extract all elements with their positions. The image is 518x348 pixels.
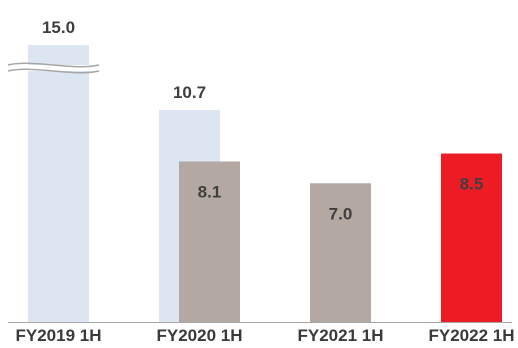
axis-break-gap: [28, 65, 89, 71]
category-label-0: FY2019 1H: [16, 326, 102, 345]
category-label-3: FY2022 1H: [429, 326, 515, 345]
bar-fy2022-1h-current: [441, 153, 502, 322]
bar-fy2019-1h-prior: [28, 45, 89, 322]
data-label-current-2: 7.0: [329, 204, 353, 223]
data-label-prior-0: 15.0: [42, 18, 75, 37]
bar-fy2021-1h-current: [310, 183, 371, 322]
axis-break-line-upper: [7, 62, 100, 68]
category-label-1: FY2020 1H: [157, 326, 243, 345]
data-label-prior-1: 10.7: [173, 83, 206, 102]
data-label-current-3: 8.5: [460, 175, 484, 194]
category-label-2: FY2021 1H: [298, 326, 384, 345]
data-label-current-1: 8.1: [198, 182, 222, 201]
axis-break-line-lower: [7, 68, 100, 74]
bar-fy2020-1h-current: [179, 161, 240, 322]
